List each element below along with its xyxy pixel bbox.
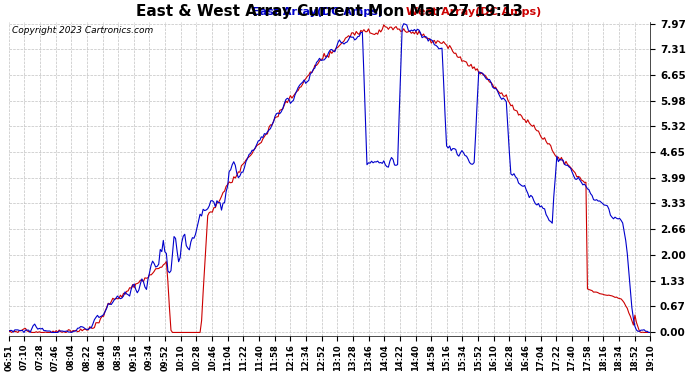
Title: East & West Array Current Mon Mar 27 19:13: East & West Array Current Mon Mar 27 19:… xyxy=(136,4,523,19)
Text: East Array(DC Amps): East Array(DC Amps) xyxy=(253,7,384,17)
Text: Copyright 2023 Cartronics.com: Copyright 2023 Cartronics.com xyxy=(12,27,153,36)
Text: West Array(DC Amps): West Array(DC Amps) xyxy=(406,7,542,17)
